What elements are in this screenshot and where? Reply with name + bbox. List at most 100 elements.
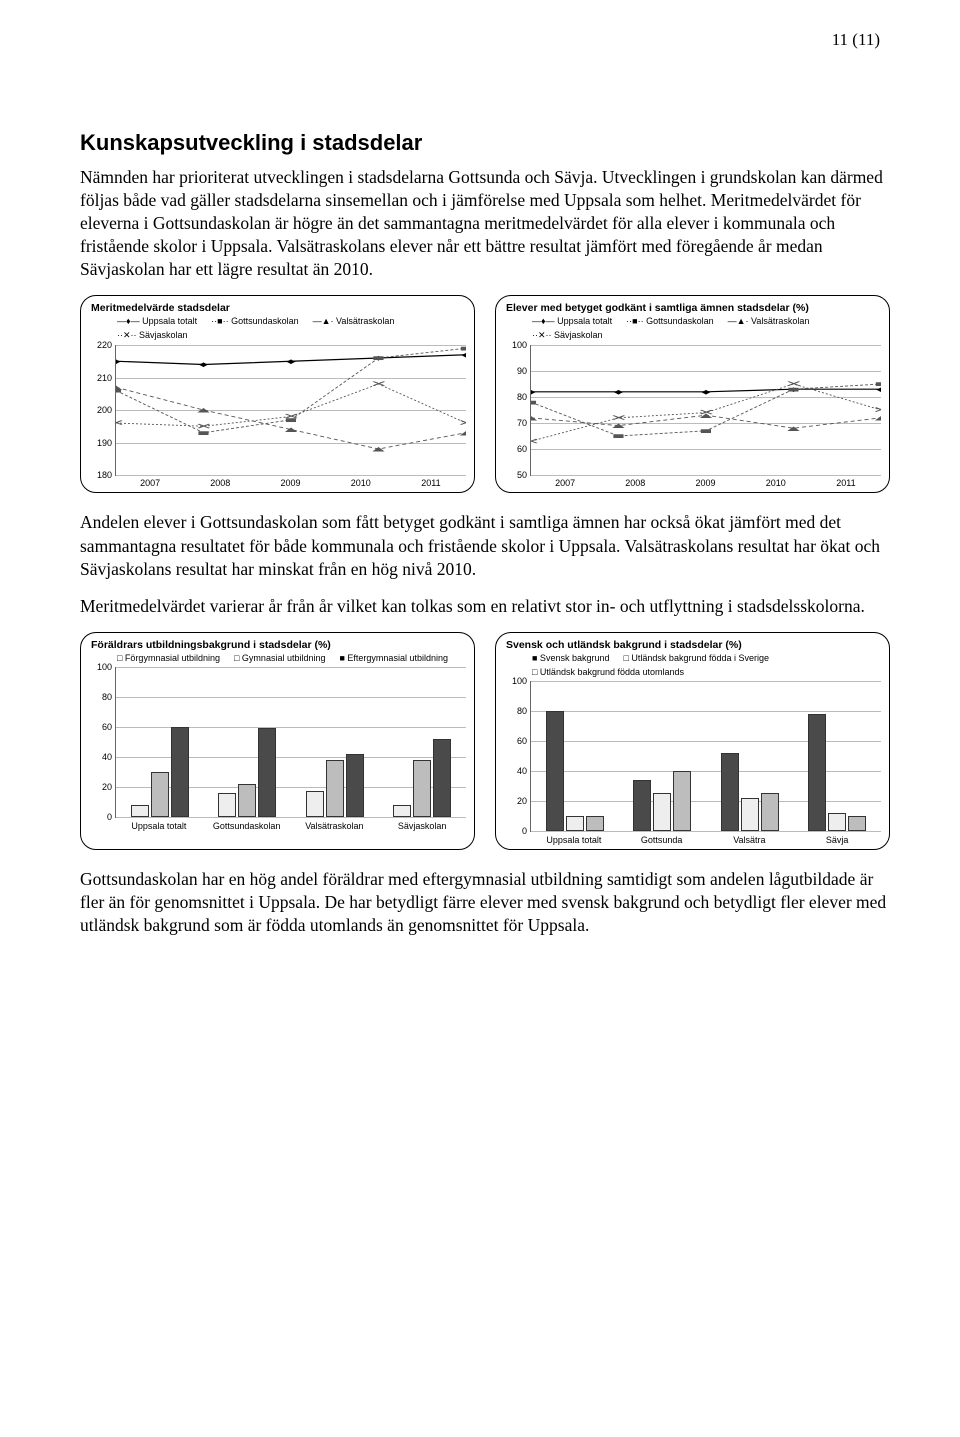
bar bbox=[828, 813, 846, 831]
chart-bakgrund: Svensk och utländsk bakgrund i stadsdela… bbox=[495, 632, 890, 850]
svg-text:✕: ✕ bbox=[457, 420, 466, 428]
legend-item: ··✕·· Sävjaskolan bbox=[117, 330, 188, 341]
page-number: 11 (11) bbox=[832, 30, 880, 50]
chart-legend: —♦— Uppsala totalt ··■·· Gottsundaskolan —… bbox=[117, 316, 466, 341]
svg-text:♦: ♦ bbox=[286, 358, 297, 366]
bar bbox=[218, 793, 236, 817]
legend-item: —♦— Uppsala totalt bbox=[117, 316, 197, 326]
legend-item: —▲· Valsätraskolan bbox=[728, 316, 810, 326]
chart-row-1: Meritmedelvärde stadsdelar —♦— Uppsala to… bbox=[80, 295, 890, 493]
bar bbox=[131, 805, 149, 817]
legend-item: ··✕·· Sävjaskolan bbox=[532, 330, 603, 341]
chart-merit: Meritmedelvärde stadsdelar —♦— Uppsala to… bbox=[80, 295, 475, 493]
svg-text:♦: ♦ bbox=[613, 388, 624, 396]
svg-text:♦: ♦ bbox=[701, 388, 712, 396]
plot-area: 5060708090100♦♦♦♦♦■■■■■▲▲▲▲▲✕✕✕✕✕ bbox=[530, 345, 881, 476]
svg-text:■: ■ bbox=[372, 355, 385, 363]
bar bbox=[306, 791, 324, 817]
chart-legend: —♦— Uppsala totalt··■·· Gottsundaskolan—… bbox=[532, 316, 881, 341]
paragraph-2: Andelen elever i Gottsundaskolan som fåt… bbox=[80, 511, 890, 580]
svg-text:✕: ✕ bbox=[872, 407, 881, 415]
chart-legend: ■ Svensk bakgrund □ Utländsk bakgrund föd… bbox=[532, 653, 881, 677]
bar bbox=[761, 793, 779, 831]
paragraph-4: Gottsundaskolan har en hög andel föräldr… bbox=[80, 868, 890, 937]
bar-group bbox=[379, 667, 467, 817]
x-labels: 20072008200920102011 bbox=[530, 476, 881, 488]
svg-text:▲: ▲ bbox=[116, 384, 126, 392]
bar-group bbox=[619, 681, 707, 831]
svg-text:▲: ▲ bbox=[368, 446, 389, 454]
bar bbox=[413, 760, 431, 817]
bar-group bbox=[706, 681, 794, 831]
page-heading: Kunskapsutveckling i stadsdelar bbox=[80, 130, 890, 156]
legend-item: □ Förgymnasial utbildning bbox=[117, 653, 220, 663]
chart-title: Föräldrars utbildningsbakgrund i stadsde… bbox=[91, 639, 466, 651]
chart-title: Meritmedelvärde stadsdelar bbox=[91, 302, 466, 314]
legend-item: □ Gymnasial utbildning bbox=[234, 653, 325, 663]
chart-title: Svensk och utländsk bakgrund i stadsdela… bbox=[506, 639, 881, 651]
svg-text:■: ■ bbox=[875, 381, 881, 389]
svg-text:♦: ♦ bbox=[116, 358, 121, 366]
svg-text:▲: ▲ bbox=[531, 414, 541, 422]
x-labels: 20072008200920102011 bbox=[115, 476, 466, 488]
svg-text:✕: ✕ bbox=[697, 409, 715, 417]
bar bbox=[238, 784, 256, 817]
x-labels: Uppsala totaltGottsundaskolanValsätrasko… bbox=[115, 818, 466, 831]
plot-area: 020406080100 bbox=[115, 667, 466, 818]
svg-text:▲: ▲ bbox=[783, 425, 804, 433]
legend-item: □ Utländsk bakgrund födda i Sverige bbox=[623, 653, 769, 663]
legend-item: ··■·· Gottsundaskolan bbox=[626, 316, 713, 326]
svg-text:■: ■ bbox=[700, 427, 713, 435]
chart-godkant: Elever med betyget godkänt i samtliga äm… bbox=[495, 295, 890, 493]
bar bbox=[433, 739, 451, 817]
bar bbox=[633, 780, 651, 831]
bar bbox=[673, 771, 691, 831]
plot-area: 020406080100 bbox=[530, 681, 881, 832]
bar-group bbox=[204, 667, 292, 817]
svg-text:■: ■ bbox=[460, 345, 466, 353]
svg-text:♦: ♦ bbox=[531, 388, 536, 396]
svg-text:✕: ✕ bbox=[531, 438, 540, 446]
legend-item: —▲· Valsätraskolan bbox=[313, 316, 395, 326]
paragraph-1: Nämnden har prioriterat utvecklingen i s… bbox=[80, 166, 890, 281]
chart-legend: □ Förgymnasial utbildning □ Gymnasial utb… bbox=[117, 653, 466, 663]
x-labels: Uppsala totaltGottsundaValsätraSävja bbox=[530, 832, 881, 845]
bar bbox=[808, 714, 826, 831]
svg-text:✕: ✕ bbox=[195, 423, 213, 431]
bar bbox=[848, 816, 866, 831]
plot-area: 180190200210220♦♦♦♦♦■■■■■▲▲▲▲▲✕✕✕✕✕ bbox=[115, 345, 466, 476]
svg-text:■: ■ bbox=[612, 433, 625, 441]
svg-text:✕: ✕ bbox=[610, 414, 628, 422]
legend-item: ■ Eftergymnasial utbildning bbox=[339, 653, 448, 663]
bar bbox=[586, 816, 604, 831]
svg-text:♦: ♦ bbox=[198, 361, 209, 369]
bar bbox=[566, 816, 584, 831]
bar bbox=[151, 772, 169, 817]
bar bbox=[171, 727, 189, 817]
svg-text:▲: ▲ bbox=[193, 407, 214, 415]
bar bbox=[741, 798, 759, 831]
svg-text:✕: ✕ bbox=[282, 413, 300, 421]
svg-text:▲: ▲ bbox=[608, 422, 629, 430]
svg-text:✕: ✕ bbox=[370, 381, 388, 389]
bar bbox=[393, 805, 411, 817]
bar bbox=[326, 760, 344, 817]
svg-text:▲: ▲ bbox=[281, 426, 302, 434]
paragraph-3: Meritmedelvärdet varierar år från år vil… bbox=[80, 595, 890, 618]
bar bbox=[653, 793, 671, 831]
bar-group bbox=[531, 681, 619, 831]
svg-text:▲: ▲ bbox=[871, 414, 881, 422]
bar-group bbox=[291, 667, 379, 817]
svg-text:■: ■ bbox=[531, 399, 537, 407]
bar bbox=[721, 753, 739, 831]
svg-text:✕: ✕ bbox=[116, 420, 125, 428]
legend-item: ··■·· Gottsundaskolan bbox=[211, 316, 298, 326]
legend-item: ■ Svensk bakgrund bbox=[532, 653, 609, 663]
bar bbox=[258, 728, 276, 817]
chart-row-2: Föräldrars utbildningsbakgrund i stadsde… bbox=[80, 632, 890, 850]
bar bbox=[546, 711, 564, 831]
svg-text:▲: ▲ bbox=[456, 429, 466, 437]
bar-group bbox=[116, 667, 204, 817]
chart-title: Elever med betyget godkänt i samtliga äm… bbox=[506, 302, 881, 314]
chart-utbildning: Föräldrars utbildningsbakgrund i stadsde… bbox=[80, 632, 475, 850]
